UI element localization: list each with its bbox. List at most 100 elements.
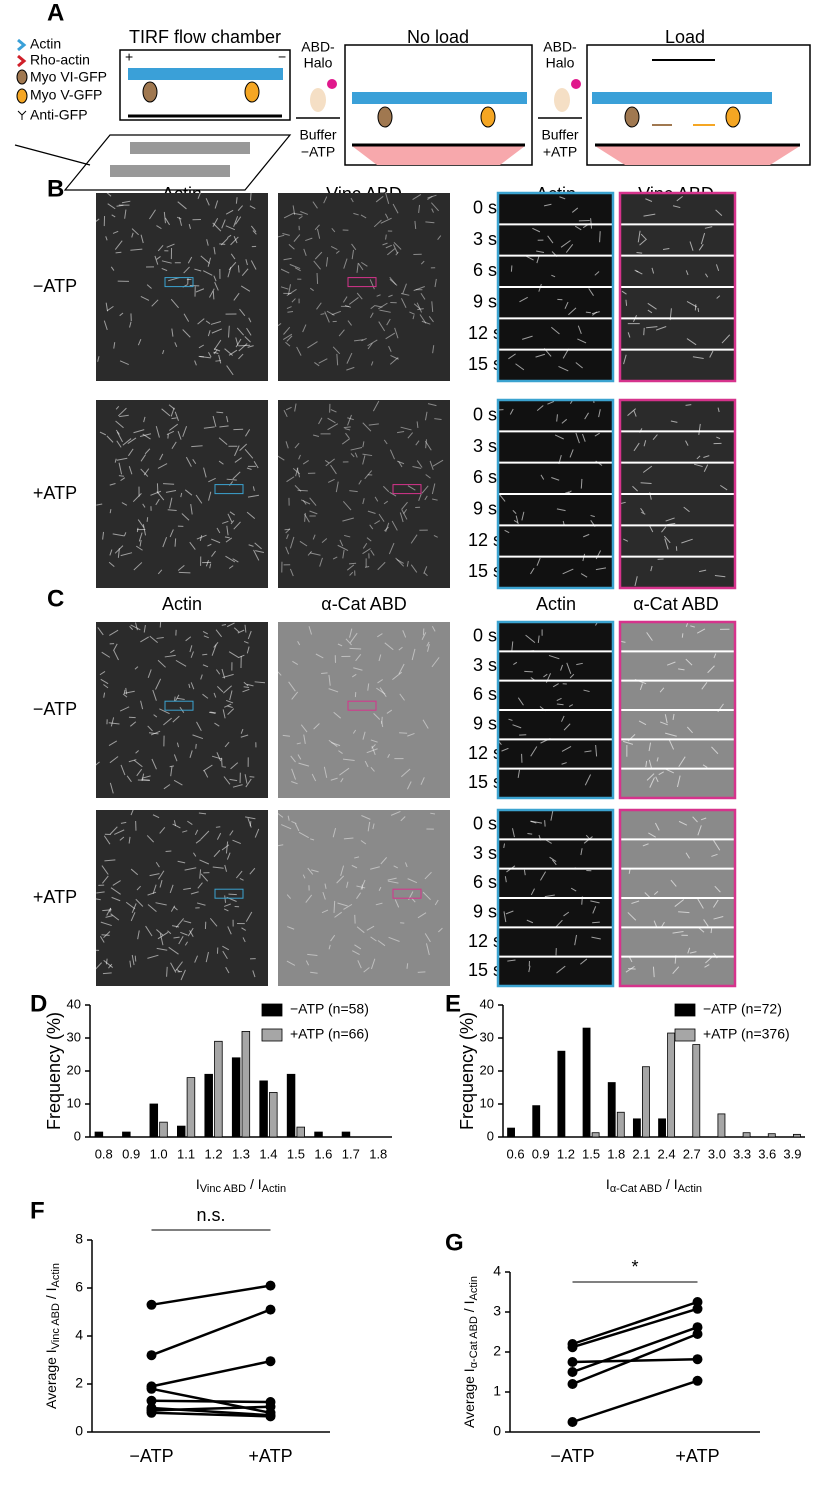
filament-signal	[409, 311, 415, 315]
filament-signal	[360, 879, 366, 890]
filament-signal	[377, 561, 386, 571]
x-tick-label: 1.2	[205, 1146, 223, 1161]
filament-signal	[364, 470, 373, 480]
filament-signal	[378, 321, 386, 332]
filament-signal	[696, 455, 701, 460]
filament-signal	[119, 360, 129, 366]
filament-signal	[221, 766, 227, 768]
filament-signal	[142, 433, 151, 440]
y-tick-label: 0	[74, 1128, 81, 1143]
row-label: +ATP	[33, 887, 77, 907]
data-point	[265, 1411, 276, 1422]
filament-signal	[501, 747, 509, 752]
slide-band	[110, 165, 230, 177]
filament-signal	[370, 958, 376, 970]
filament-signal	[223, 685, 232, 694]
filament-signal	[291, 691, 299, 700]
filament-signal	[224, 741, 230, 748]
filament-signal	[302, 874, 306, 879]
filament-signal	[685, 658, 693, 666]
filament-signal	[294, 403, 297, 412]
filament-signal	[165, 850, 172, 852]
filament-signal	[362, 542, 368, 549]
filament-signal	[194, 829, 199, 836]
filament-signal	[117, 548, 120, 558]
filament-signal	[216, 832, 222, 840]
bar	[122, 1131, 131, 1138]
filament-signal	[569, 673, 575, 679]
filament-signal	[659, 687, 665, 693]
filament-signal	[350, 453, 355, 458]
filament-signal	[286, 288, 297, 297]
filament-signal	[556, 508, 566, 512]
filament-signal	[147, 669, 152, 678]
filament-signal	[376, 687, 386, 695]
filament-signal	[288, 681, 296, 692]
filament-signal	[513, 520, 518, 524]
filament-signal	[324, 311, 330, 323]
filament-signal	[166, 243, 175, 248]
filament-signal	[300, 724, 308, 733]
filament-signal	[242, 937, 246, 943]
filament-signal	[110, 717, 115, 727]
filament-signal	[331, 227, 336, 233]
bar	[591, 1132, 600, 1138]
filament-signal	[561, 762, 567, 765]
filament-signal	[154, 255, 159, 265]
filament-signal	[227, 234, 232, 239]
filament-signal	[422, 719, 429, 729]
filament-signal	[570, 887, 577, 892]
filament-signal	[184, 489, 193, 496]
filament-signal	[196, 534, 207, 540]
filament-signal	[223, 776, 231, 785]
time-label: 6 s	[473, 467, 497, 487]
filament-signal	[556, 965, 566, 974]
x-tick-label: 0.9	[532, 1146, 550, 1161]
filament-signal	[649, 777, 655, 788]
panel-a-text: A Actin Rho-actin Myo VI-GFP Myo V-GFP A…	[30, 0, 705, 160]
myo6	[142, 81, 158, 103]
filament-signal	[388, 345, 392, 352]
filament-signal	[322, 891, 326, 900]
filament-signal	[162, 537, 168, 548]
bar	[259, 1080, 268, 1138]
filament-signal	[213, 349, 218, 355]
filament-signal	[209, 917, 218, 927]
filament-signal	[431, 208, 434, 213]
filament-signal	[121, 502, 128, 506]
filament-signal	[103, 835, 111, 845]
filament-signal	[119, 312, 124, 317]
filament-signal	[175, 659, 187, 667]
filament-signal	[103, 931, 111, 939]
filament-signal	[155, 498, 160, 506]
filament-signal	[638, 720, 647, 726]
filament-signal	[588, 288, 594, 296]
myo5	[244, 81, 260, 103]
filament-signal	[215, 669, 221, 675]
filament-signal	[141, 775, 151, 779]
filament-signal	[283, 212, 295, 219]
filament-signal	[663, 535, 671, 544]
label-part: / I	[246, 1176, 262, 1192]
filament-signal	[547, 235, 554, 244]
filament-signal	[244, 624, 247, 633]
filament-signal	[347, 320, 352, 326]
filament-signal	[183, 887, 192, 891]
filament-signal	[182, 830, 188, 833]
label-part: Vinc ABD	[200, 1183, 246, 1195]
y-tick-label: 4	[75, 1327, 83, 1343]
icon	[17, 110, 27, 120]
filament-signal	[203, 467, 207, 478]
filament-signal	[697, 825, 702, 836]
filament-signal	[648, 742, 652, 752]
filament-signal	[141, 779, 151, 781]
filament-signal	[284, 528, 291, 531]
filament-signal	[664, 714, 668, 724]
filament-signal	[174, 342, 178, 348]
filament-signal	[135, 750, 139, 754]
filament-signal	[249, 821, 252, 827]
filament-signal	[508, 718, 513, 721]
filament-signal	[287, 311, 294, 313]
filament-signal	[640, 233, 647, 240]
filament-signal	[189, 541, 196, 550]
